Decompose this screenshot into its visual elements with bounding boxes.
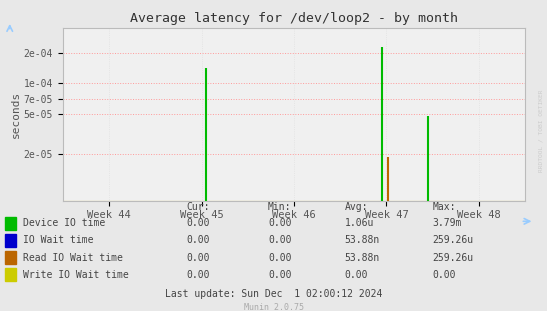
Text: Device IO time: Device IO time — [23, 218, 105, 228]
Text: 0.00: 0.00 — [432, 270, 456, 280]
Y-axis label: seconds: seconds — [11, 91, 21, 138]
Text: Min:: Min: — [268, 202, 292, 212]
Text: 0.00: 0.00 — [268, 253, 292, 262]
Text: 0.00: 0.00 — [186, 218, 210, 228]
Title: Average latency for /dev/loop2 - by month: Average latency for /dev/loop2 - by mont… — [130, 12, 458, 26]
Text: 0.00: 0.00 — [268, 270, 292, 280]
Text: Max:: Max: — [432, 202, 456, 212]
Text: 1.06u: 1.06u — [345, 218, 374, 228]
Text: 3.79m: 3.79m — [432, 218, 462, 228]
Text: Write IO Wait time: Write IO Wait time — [23, 270, 129, 280]
Text: 0.00: 0.00 — [268, 218, 292, 228]
Text: Avg:: Avg: — [345, 202, 368, 212]
Text: Read IO Wait time: Read IO Wait time — [23, 253, 123, 262]
Text: 0.00: 0.00 — [186, 235, 210, 245]
Text: Cur:: Cur: — [186, 202, 210, 212]
Text: IO Wait time: IO Wait time — [23, 235, 94, 245]
Text: 0.00: 0.00 — [345, 270, 368, 280]
Text: 53.88n: 53.88n — [345, 235, 380, 245]
Text: 0.00: 0.00 — [268, 235, 292, 245]
Text: 0.00: 0.00 — [186, 253, 210, 262]
Text: Munin 2.0.75: Munin 2.0.75 — [243, 303, 304, 311]
Text: 259.26u: 259.26u — [432, 253, 473, 262]
Text: 53.88n: 53.88n — [345, 253, 380, 262]
Text: 259.26u: 259.26u — [432, 235, 473, 245]
Text: 0.00: 0.00 — [186, 270, 210, 280]
Text: RRDTOOL / TOBI OETIKER: RRDTOOL / TOBI OETIKER — [538, 89, 543, 172]
Text: Last update: Sun Dec  1 02:00:12 2024: Last update: Sun Dec 1 02:00:12 2024 — [165, 289, 382, 299]
